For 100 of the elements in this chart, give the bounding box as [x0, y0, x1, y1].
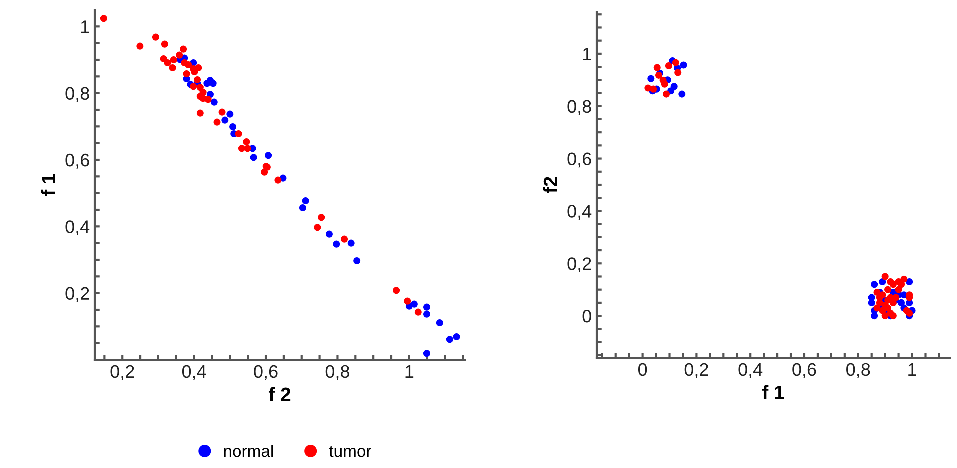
point [214, 118, 221, 126]
y-tick-label: 1 [583, 48, 592, 60]
y-axis-title: f2 [543, 177, 558, 194]
point [333, 240, 340, 248]
point [195, 64, 202, 72]
y-tick-label: 0,8 [66, 87, 90, 102]
point [423, 304, 431, 311]
x-tick-label: 0,6 [792, 363, 816, 378]
point [196, 110, 204, 117]
point [890, 299, 897, 306]
point [882, 273, 889, 280]
x-axis-title: f 1 [762, 385, 784, 400]
point [204, 96, 212, 104]
point [238, 145, 246, 152]
point [194, 76, 202, 84]
point [348, 240, 355, 247]
point [100, 15, 108, 22]
y-axis-title: f 1 [41, 174, 56, 196]
point [161, 40, 168, 48]
point [176, 52, 184, 59]
point [906, 278, 914, 286]
point [326, 230, 333, 238]
y-tick-label: 0,6 [568, 152, 592, 168]
point [226, 110, 234, 118]
point [196, 84, 204, 92]
point [678, 90, 686, 98]
point [185, 61, 192, 69]
point [868, 299, 876, 306]
point [410, 300, 418, 308]
point [423, 350, 431, 358]
point [180, 46, 188, 53]
point [164, 59, 172, 67]
point [890, 312, 897, 320]
point [906, 310, 914, 317]
x-tick-label: 0,8 [846, 363, 870, 378]
point [136, 42, 144, 50]
point [265, 152, 272, 160]
point [892, 294, 900, 302]
x-tick-label: 1 [406, 366, 414, 378]
point [674, 69, 682, 76]
x-tick-label: 1 [908, 364, 916, 376]
point [648, 75, 655, 82]
y-tick-label: 0,4 [568, 205, 592, 220]
point [170, 56, 178, 64]
point [871, 312, 878, 320]
x-tick-label: 0,4 [182, 365, 206, 380]
point [879, 278, 886, 286]
point [222, 116, 229, 124]
legend-label: tumor [329, 446, 372, 458]
x-axis-title: f 2 [268, 387, 291, 402]
point [879, 292, 886, 299]
point [314, 224, 322, 232]
point [404, 298, 412, 305]
point [414, 308, 422, 316]
point [654, 64, 661, 72]
x-tick-label: 0,2 [684, 363, 708, 378]
point [218, 108, 226, 116]
x-tick-label: 0,2 [110, 365, 134, 380]
point [341, 236, 348, 243]
point [169, 64, 176, 72]
point [665, 62, 672, 70]
point [243, 138, 250, 146]
point [900, 276, 908, 283]
point [274, 176, 282, 184]
point [876, 299, 884, 306]
point [318, 214, 326, 222]
point [446, 336, 454, 344]
legend-label: normal [224, 445, 274, 458]
point [250, 154, 258, 162]
point [244, 145, 252, 152]
point [871, 281, 878, 288]
point [152, 34, 160, 41]
point [661, 80, 668, 88]
point [662, 90, 670, 98]
point [895, 286, 902, 294]
point [672, 59, 680, 66]
y-tick-label: 0,4 [66, 220, 90, 236]
y-tick-label: 0,2 [568, 258, 592, 272]
y-tick-label: 0,6 [66, 154, 90, 169]
point [160, 55, 168, 63]
point [884, 286, 892, 294]
point [436, 319, 444, 327]
x-tick-label: 0,6 [254, 365, 278, 380]
point [680, 62, 688, 69]
point [354, 257, 361, 265]
y-tick-label: 1 [81, 20, 90, 34]
point [392, 287, 400, 294]
y-tick-label: 0,8 [568, 100, 592, 116]
point [890, 281, 897, 288]
point [210, 98, 218, 106]
x-tick-label: 0,8 [326, 365, 350, 380]
point [453, 333, 460, 341]
point [183, 70, 190, 78]
point [299, 204, 306, 212]
point [670, 83, 678, 90]
y-tick-label: 0 [582, 310, 592, 323]
point [898, 281, 906, 288]
y-tick-label: 0,2 [66, 287, 90, 302]
point [230, 123, 237, 131]
point [882, 312, 889, 320]
